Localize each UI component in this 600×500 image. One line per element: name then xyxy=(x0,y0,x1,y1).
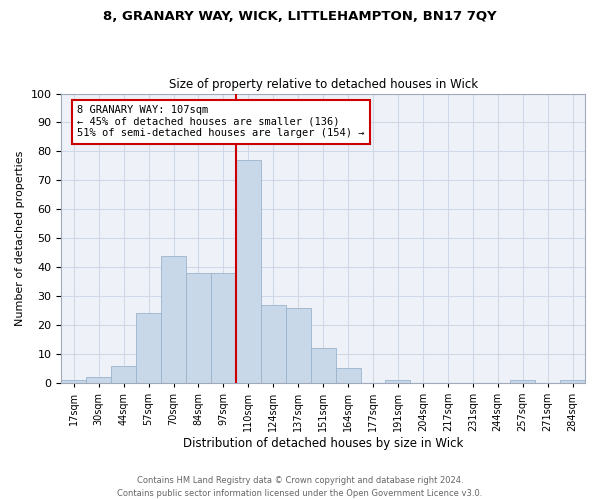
Text: 8, GRANARY WAY, WICK, LITTLEHAMPTON, BN17 7QY: 8, GRANARY WAY, WICK, LITTLEHAMPTON, BN1… xyxy=(103,10,497,23)
Text: Contains HM Land Registry data © Crown copyright and database right 2024.
Contai: Contains HM Land Registry data © Crown c… xyxy=(118,476,482,498)
Bar xyxy=(335,368,361,383)
Bar xyxy=(161,256,186,383)
Bar xyxy=(86,377,111,383)
Bar xyxy=(510,380,535,383)
Bar xyxy=(61,380,86,383)
Y-axis label: Number of detached properties: Number of detached properties xyxy=(15,150,25,326)
Bar xyxy=(186,273,211,383)
Bar xyxy=(311,348,335,383)
Bar xyxy=(385,380,410,383)
X-axis label: Distribution of detached houses by size in Wick: Distribution of detached houses by size … xyxy=(183,437,463,450)
Bar xyxy=(236,160,261,383)
Bar xyxy=(211,273,236,383)
Bar xyxy=(136,314,161,383)
Text: 8 GRANARY WAY: 107sqm
← 45% of detached houses are smaller (136)
51% of semi-det: 8 GRANARY WAY: 107sqm ← 45% of detached … xyxy=(77,105,365,138)
Bar xyxy=(560,380,585,383)
Bar xyxy=(111,366,136,383)
Bar xyxy=(286,308,311,383)
Title: Size of property relative to detached houses in Wick: Size of property relative to detached ho… xyxy=(169,78,478,91)
Bar xyxy=(261,305,286,383)
